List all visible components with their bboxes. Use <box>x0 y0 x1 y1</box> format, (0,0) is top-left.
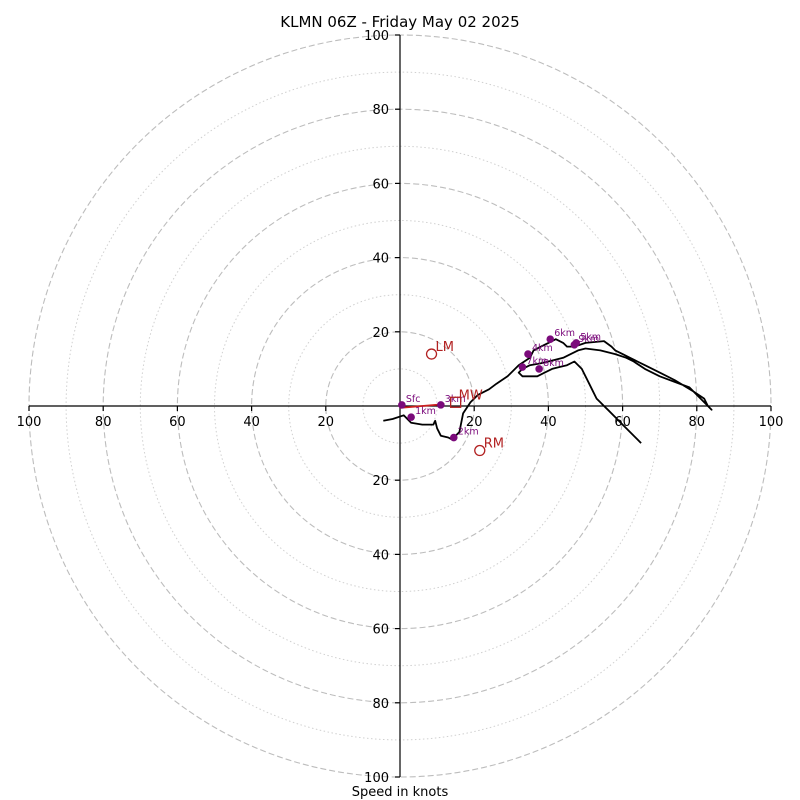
x-tick-label: 80 <box>95 415 112 430</box>
x-tick-label: 40 <box>243 415 260 430</box>
height-marker-label: 1km <box>415 406 436 417</box>
height-marker-label: 5km <box>580 332 601 343</box>
x-tick-label: 60 <box>614 415 631 430</box>
y-tick-label: 60 <box>372 623 389 638</box>
x-tick-label: 100 <box>17 415 42 430</box>
x-tick-label: 20 <box>466 415 483 430</box>
x-tick-label: 80 <box>689 415 706 430</box>
y-tick-label: 40 <box>372 252 389 267</box>
mean-wind-marker <box>449 396 462 408</box>
chart-title: KLMN 06Z - Friday May 02 2025 <box>280 13 519 31</box>
height-marker-point <box>570 340 579 349</box>
x-tick-label: 60 <box>169 415 186 430</box>
height-marker-label: 7km <box>526 356 547 367</box>
y-tick-label: 20 <box>372 326 389 341</box>
height-marker-point <box>398 401 406 409</box>
y-tick-label: 100 <box>364 29 389 44</box>
height-marker-point <box>449 433 458 442</box>
storm-motion-markers: LM RM MW <box>425 340 504 457</box>
hodograph-trace-line <box>383 338 713 444</box>
height-marker-label: 9km <box>578 334 599 345</box>
storm-motion-label: RM <box>484 437 504 452</box>
height-marker-label: 6km <box>554 328 575 339</box>
height-marker-label: 8km <box>543 358 564 369</box>
tick-labels: 100 80 60 40 20 20 40 60 80 100 100 80 60 40 20 20 40 60 8… <box>17 29 784 786</box>
x-tick-label: 100 <box>759 415 784 430</box>
height-marker-label: 2km <box>458 427 479 438</box>
x-axis-label: Speed in knots <box>352 785 449 800</box>
height-marker-label: 3km <box>445 394 466 405</box>
storm-motion-label: LM <box>436 340 454 355</box>
mean-wind-label: MW <box>459 388 483 403</box>
storm-motion-point <box>474 444 486 457</box>
height-marker-point <box>407 413 415 421</box>
x-tick-label: 20 <box>318 415 335 430</box>
storm-motion-point <box>425 348 438 360</box>
height-marker-point <box>546 335 555 344</box>
y-tick-label: 80 <box>372 103 389 118</box>
y-tick-label: 80 <box>372 697 389 712</box>
height-marker-point <box>518 363 527 371</box>
y-tick-label: 60 <box>372 177 389 192</box>
x-tick-label: 40 <box>540 415 557 430</box>
y-tick-label: 100 <box>364 771 389 786</box>
height-marker-point <box>437 401 445 409</box>
height-marker-point <box>524 350 532 358</box>
y-tick-label: 40 <box>372 548 389 563</box>
height-marker-point <box>535 365 543 373</box>
height-marker-label: Sfc <box>406 394 421 405</box>
height-marker-label: 4km <box>532 343 553 354</box>
y-tick-label: 20 <box>372 474 389 489</box>
